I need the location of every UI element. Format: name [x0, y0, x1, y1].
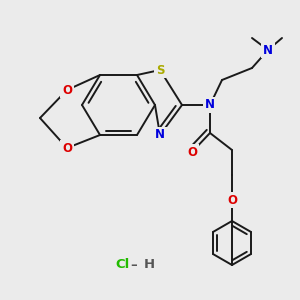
Text: Cl: Cl: [116, 259, 130, 272]
Text: O: O: [187, 146, 197, 158]
Text: N: N: [205, 98, 215, 112]
Text: O: O: [62, 83, 72, 97]
Text: –: –: [130, 259, 137, 272]
Text: N: N: [263, 44, 273, 56]
Text: S: S: [156, 64, 164, 76]
Text: N: N: [155, 128, 165, 142]
Text: O: O: [62, 142, 72, 154]
Text: H: H: [144, 259, 155, 272]
Text: O: O: [227, 194, 237, 206]
